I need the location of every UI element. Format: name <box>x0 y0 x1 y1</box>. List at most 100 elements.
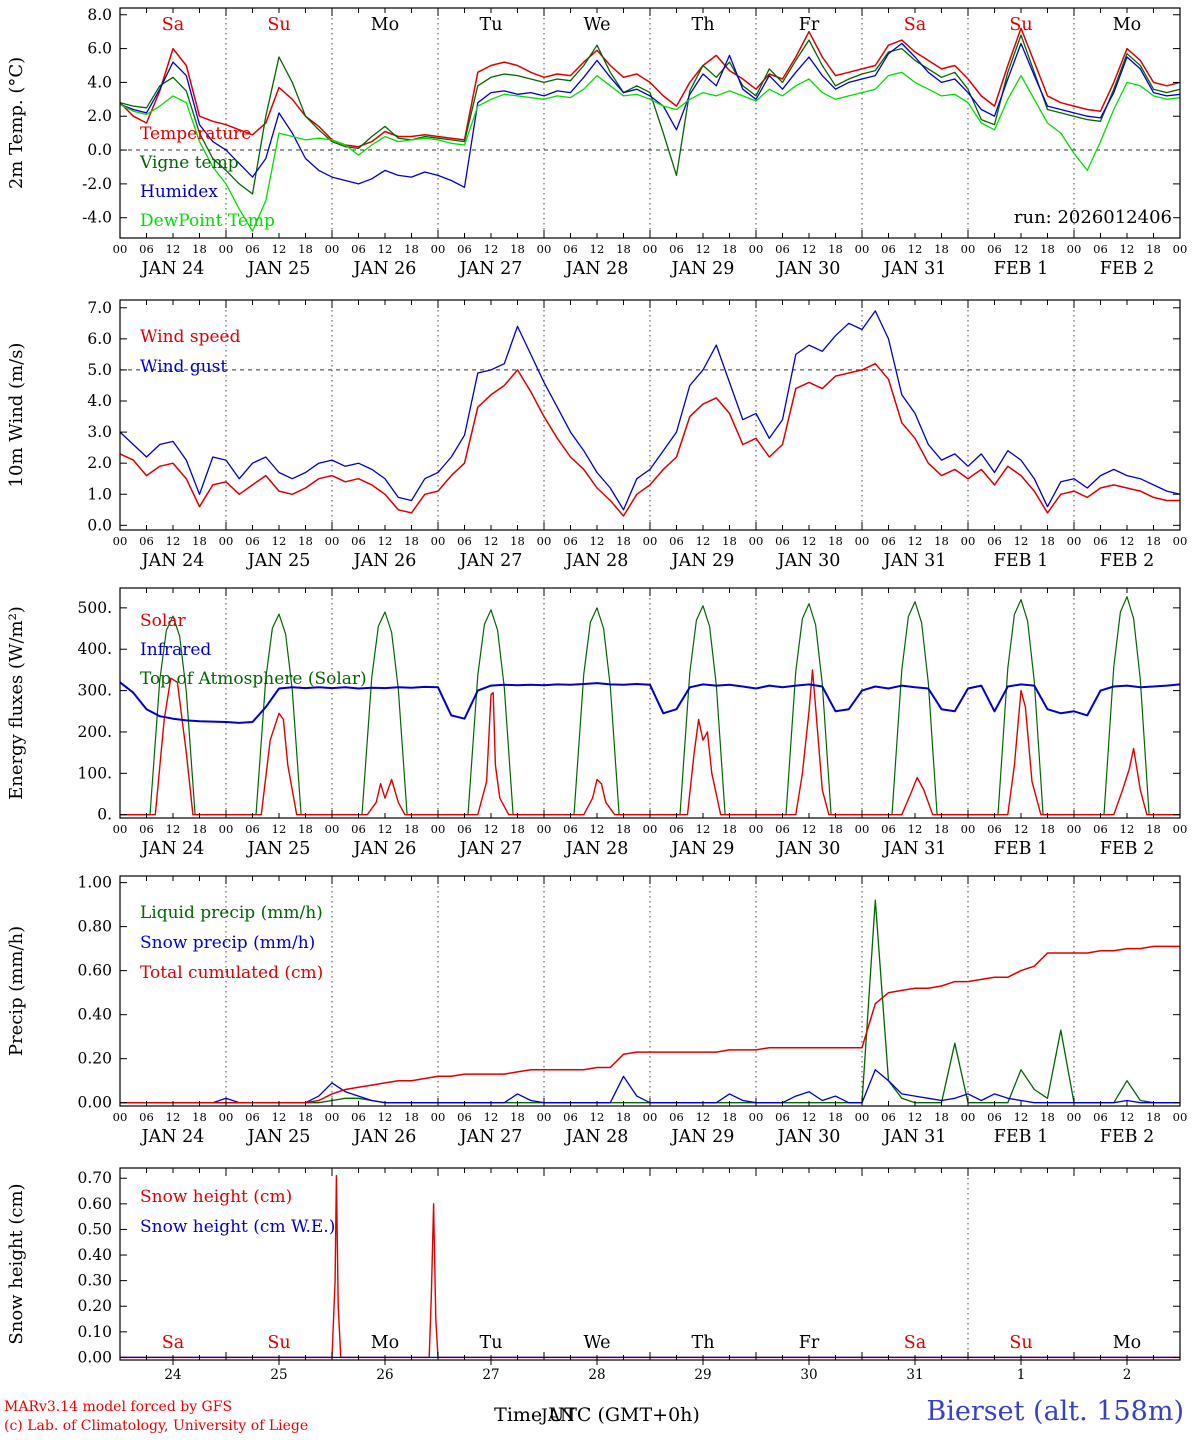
svg-text:12: 12 <box>1014 822 1029 836</box>
chart-energy-fluxes: 500.400.300.200.100.0.00 06 12 18 00 06 12 18 00… <box>6 587 1188 859</box>
svg-text:100.: 100. <box>77 764 112 782</box>
svg-text:06: 06 <box>881 1110 896 1124</box>
svg-text:Snow height (cm): Snow height (cm) <box>140 1187 292 1207</box>
svg-text:00: 00 <box>961 242 976 256</box>
svg-text:0.10: 0.10 <box>77 1323 112 1341</box>
svg-text:12: 12 <box>272 1110 287 1124</box>
svg-text:00: 00 <box>113 1110 128 1124</box>
svg-text:Th: Th <box>692 15 715 35</box>
svg-text:Temperature: Temperature <box>140 124 251 144</box>
svg-text:18: 18 <box>828 1110 843 1124</box>
svg-text:Snow height (cm): Snow height (cm) <box>6 1183 27 1344</box>
svg-text:12: 12 <box>696 1110 711 1124</box>
series-dewpoint-temp <box>119 71 1181 232</box>
svg-text:12: 12 <box>378 534 393 548</box>
svg-text:06: 06 <box>669 822 684 836</box>
panel-snow-height: 0.70 0.60 0.50 0.40 0.30 0.20 0.10 0.00 24 25 26 27… <box>0 1160 1194 1392</box>
svg-text:06: 06 <box>881 534 896 548</box>
svg-text:06: 06 <box>351 822 366 836</box>
svg-text:Tu: Tu <box>480 15 503 35</box>
svg-text:JAN 25: JAN 25 <box>246 1127 311 1147</box>
svg-text:00: 00 <box>1173 822 1188 836</box>
svg-text:25: 25 <box>270 1367 287 1383</box>
svg-text:06: 06 <box>139 534 154 548</box>
svg-text:06: 06 <box>775 534 790 548</box>
svg-text:06: 06 <box>245 822 260 836</box>
svg-text:00: 00 <box>749 534 764 548</box>
svg-text:Top of Atmosphere (Solar): Top of Atmosphere (Solar) <box>140 669 367 689</box>
svg-text:JAN 27: JAN 27 <box>458 1127 523 1147</box>
svg-text:FEB 2: FEB 2 <box>1100 259 1154 279</box>
svg-text:00: 00 <box>1173 242 1188 256</box>
svg-text:JAN 28: JAN 28 <box>564 259 629 279</box>
svg-text:00: 00 <box>431 822 446 836</box>
svg-text:JAN 30: JAN 30 <box>776 1127 841 1147</box>
svg-text:12: 12 <box>166 242 181 256</box>
svg-text:JAN 30: JAN 30 <box>776 839 841 859</box>
svg-text:JAN 24: JAN 24 <box>140 1127 205 1147</box>
svg-text:JAN 29: JAN 29 <box>670 839 735 859</box>
svg-text:4.0: 4.0 <box>87 73 112 91</box>
svg-text:JAN 26: JAN 26 <box>352 551 417 571</box>
svg-text:FEB 1: FEB 1 <box>994 551 1048 571</box>
svg-text:00: 00 <box>537 534 552 548</box>
svg-text:1: 1 <box>1017 1367 1026 1383</box>
svg-text:JAN 25: JAN 25 <box>246 259 311 279</box>
svg-text:10m Wind (m/s): 10m Wind (m/s) <box>6 343 27 488</box>
svg-text:00: 00 <box>643 1110 658 1124</box>
svg-text:FEB 2: FEB 2 <box>1100 551 1154 571</box>
svg-text:12: 12 <box>802 822 817 836</box>
chart-wind: 7.06.05.04.03.02.01.00.000 06 12 18 00 06 12 18… <box>6 299 1187 571</box>
svg-text:0.: 0. <box>97 806 112 824</box>
svg-text:Fr: Fr <box>799 15 820 35</box>
svg-text:12: 12 <box>1120 534 1135 548</box>
svg-text:JAN 27: JAN 27 <box>458 551 523 571</box>
svg-text:00: 00 <box>855 822 870 836</box>
svg-text:18: 18 <box>298 1110 313 1124</box>
svg-text:18: 18 <box>510 822 525 836</box>
svg-text:JAN 27: JAN 27 <box>458 839 523 859</box>
svg-text:FEB 2: FEB 2 <box>1100 1127 1154 1147</box>
svg-text:18: 18 <box>934 1110 949 1124</box>
svg-text:Su: Su <box>267 15 290 35</box>
svg-text:FEB 1: FEB 1 <box>994 259 1048 279</box>
svg-text:JAN 25: JAN 25 <box>246 839 311 859</box>
svg-text:00: 00 <box>219 242 234 256</box>
svg-text:12: 12 <box>484 534 499 548</box>
svg-text:JAN 26: JAN 26 <box>352 1127 417 1147</box>
svg-text:00: 00 <box>855 242 870 256</box>
svg-text:00: 00 <box>643 822 658 836</box>
svg-text:06: 06 <box>775 242 790 256</box>
svg-text:00: 00 <box>219 1110 234 1124</box>
svg-text:18: 18 <box>1146 534 1161 548</box>
svg-text:0.30: 0.30 <box>77 1272 112 1290</box>
svg-text:Liquid precip (mm/h): Liquid precip (mm/h) <box>140 903 323 923</box>
svg-text:06: 06 <box>351 242 366 256</box>
svg-text:1.00: 1.00 <box>77 874 112 892</box>
svg-text:0.60: 0.60 <box>77 1195 112 1213</box>
svg-text:06: 06 <box>457 242 472 256</box>
svg-text:06: 06 <box>245 242 260 256</box>
svg-text:2m Temp. (°C): 2m Temp. (°C) <box>6 57 27 189</box>
svg-text:12: 12 <box>590 242 605 256</box>
svg-text:Vigne temp: Vigne temp <box>139 153 239 173</box>
svg-text:12: 12 <box>908 1110 923 1124</box>
svg-text:00: 00 <box>431 242 446 256</box>
svg-text:Wind speed: Wind speed <box>140 327 241 347</box>
svg-text:18: 18 <box>510 242 525 256</box>
svg-text:12: 12 <box>696 242 711 256</box>
svg-text:06: 06 <box>1093 1110 1108 1124</box>
credit-line-2: (c) Lab. of Climatology, University of L… <box>4 1418 309 1434</box>
svg-text:00: 00 <box>325 242 340 256</box>
svg-text:18: 18 <box>828 534 843 548</box>
svg-text:Snow height (cm W.E.): Snow height (cm W.E.) <box>140 1217 335 1237</box>
chart-snow-height: 0.70 0.60 0.50 0.40 0.30 0.20 0.10 0.00 24 25 26 27… <box>6 1167 1181 1383</box>
svg-text:JAN 26: JAN 26 <box>352 839 417 859</box>
svg-text:00: 00 <box>113 242 128 256</box>
svg-text:12: 12 <box>802 534 817 548</box>
svg-text:18: 18 <box>404 822 419 836</box>
panel-precip: 1.00 0.80 0.60 0.40 0.20 0.00 00 06 12 18 00 06 12 18… <box>0 868 1194 1160</box>
svg-text:18: 18 <box>616 534 631 548</box>
svg-text:18: 18 <box>722 534 737 548</box>
series-total-cumulated <box>120 945 1180 1104</box>
